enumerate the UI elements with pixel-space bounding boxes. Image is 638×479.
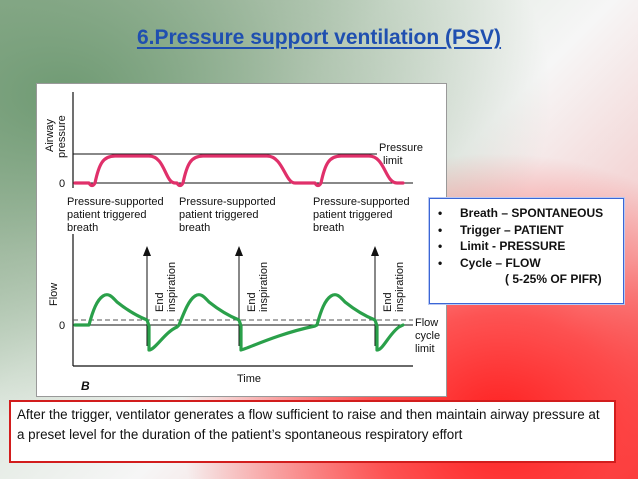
end-inspiration-label-2a: End (246, 292, 258, 312)
flow-zero-label: 0 (59, 320, 65, 332)
flow-cycle-label-3: limit (415, 343, 435, 355)
trigger-bullet: Trigger – PATIENT (438, 222, 619, 239)
breath-label-1-line2: patient triggered (67, 209, 147, 221)
panel-label: B (81, 379, 90, 393)
breath-label-3-line3: breath (313, 222, 344, 234)
cycle-note: ( 5-25% OF PIFR) (505, 272, 602, 286)
pressure-ylabel-2: pressure (56, 115, 68, 158)
slide-title: 6.Pressure support ventilation (PSV) (136, 26, 502, 49)
flow-cycle-label-1: Flow (415, 317, 438, 329)
flow-xlabel: Time (237, 373, 261, 385)
pressure-panel: Airway pressure 0 Pressure limit Pressur… (44, 92, 423, 234)
end-inspiration-label-3b: inspiration (394, 262, 406, 312)
waveform-diagram: Airway pressure 0 Pressure limit Pressur… (44, 92, 440, 393)
breath-label-1-line3: breath (67, 222, 98, 234)
end-inspiration-label-2b: inspiration (258, 262, 270, 312)
flow-panel: Flow 0 Flow cycle limit End inspiration … (48, 234, 440, 393)
breath-label-3-line2: patient triggered (313, 209, 393, 221)
arrowhead-3 (371, 246, 379, 256)
pressure-waveform (73, 154, 405, 188)
breath-label-2-line1: Pressure-supported (179, 196, 276, 208)
arrowhead-1 (143, 246, 151, 256)
arrowhead-2 (235, 246, 243, 256)
characteristics-list: Breath – SPONTANEOUS Trigger – PATIENT L… (430, 199, 623, 271)
pressure-limit-label-2: limit (383, 155, 403, 167)
breath-label-3-line1: Pressure-supported (313, 196, 410, 208)
breath-bullet: Breath – SPONTANEOUS (438, 205, 619, 222)
limit-bullet: Limit - PRESSURE (438, 238, 619, 255)
end-inspiration-label-1a: End (154, 292, 166, 312)
psv-waveform-figure: Airway pressure 0 Pressure limit Pressur… (36, 83, 447, 397)
pressure-zero-label: 0 (59, 178, 65, 190)
breath-label-1-line1: Pressure-supported (67, 196, 164, 208)
end-inspiration-label-1b: inspiration (166, 262, 178, 312)
cycle-bullet: Cycle – FLOW (438, 255, 619, 272)
end-inspiration-label-3a: End (382, 292, 394, 312)
flow-cycle-label-2: cycle (415, 330, 440, 342)
pressure-limit-label-1: Pressure (379, 142, 423, 154)
pressure-ylabel-1: Airway (44, 118, 56, 152)
psv-characteristics-box: Breath – SPONTANEOUS Trigger – PATIENT L… (429, 198, 624, 304)
breath-label-2-line2: patient triggered (179, 209, 259, 221)
explanation-caption: After the trigger, ventilator generates … (9, 400, 616, 463)
flow-ylabel: Flow (48, 283, 60, 306)
flow-waveform (73, 293, 405, 352)
breath-label-2-line3: breath (179, 222, 210, 234)
